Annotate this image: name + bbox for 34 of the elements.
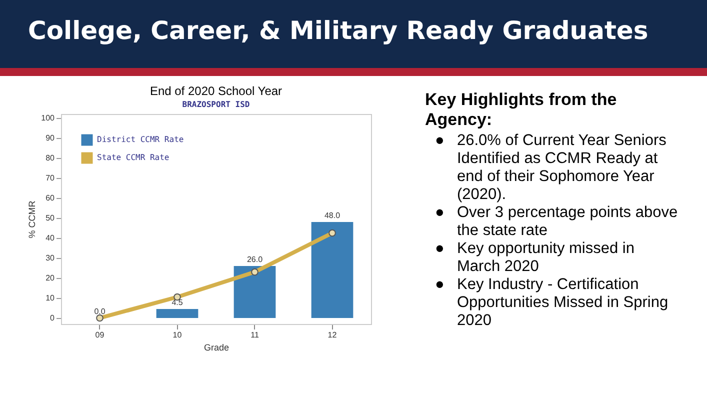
x-tick-label: 10	[172, 330, 182, 340]
legend-label: State CCMR Rate	[97, 153, 170, 162]
x-axis-title: Grade	[204, 342, 230, 352]
x-tick-label: 11	[250, 330, 260, 340]
y-tick-label: 60	[46, 194, 56, 202]
bar	[311, 222, 354, 318]
y-axis-title: % CCMR	[27, 200, 38, 238]
data-label: 48.0	[324, 211, 341, 220]
bar	[156, 309, 198, 318]
x-tick-label: 12	[328, 330, 338, 340]
chart-title: College, Career, & Military Ready Graduates	[0, 0, 707, 68]
y-tick-label: 90	[46, 134, 56, 142]
y-tick-label: 0	[50, 314, 56, 322]
text: ● 26.0% of Current Year Seniors Identified as CCMR Ready at end of their Sophomore Year (2020).	[435, 132, 668, 204]
x-tick-label: 09	[95, 330, 105, 340]
y-tick-label: 40	[46, 234, 56, 242]
chart-subtitle: End of 2020 School Year	[150, 84, 282, 98]
text: ● Over 3 percentage points above the state rate	[435, 204, 679, 240]
y-tick-label: 50	[46, 214, 56, 222]
data-label: 0.0	[94, 307, 106, 316]
y-tick-label: 70	[46, 174, 56, 182]
legend-label: District CCMR Rate	[97, 135, 184, 144]
bar	[234, 266, 276, 318]
text: Key Highlights from the Agency:	[425, 90, 618, 130]
text: ● Key opportunity missed in March 2020	[435, 240, 636, 276]
text: ● Key Industry - Certification Opportunities Missed in Spring 2020	[435, 276, 670, 330]
y-tick-label: 10	[46, 294, 56, 302]
y-tick-label: 100	[41, 114, 56, 122]
data-label: 26.0	[246, 255, 264, 264]
text: BRAZOSPORT ISD	[182, 100, 250, 109]
data-label: 4.5	[172, 298, 184, 307]
y-tick-label: 30	[46, 254, 56, 262]
y-tick-label: 20	[46, 274, 56, 282]
y-tick-label: 80	[46, 154, 56, 162]
